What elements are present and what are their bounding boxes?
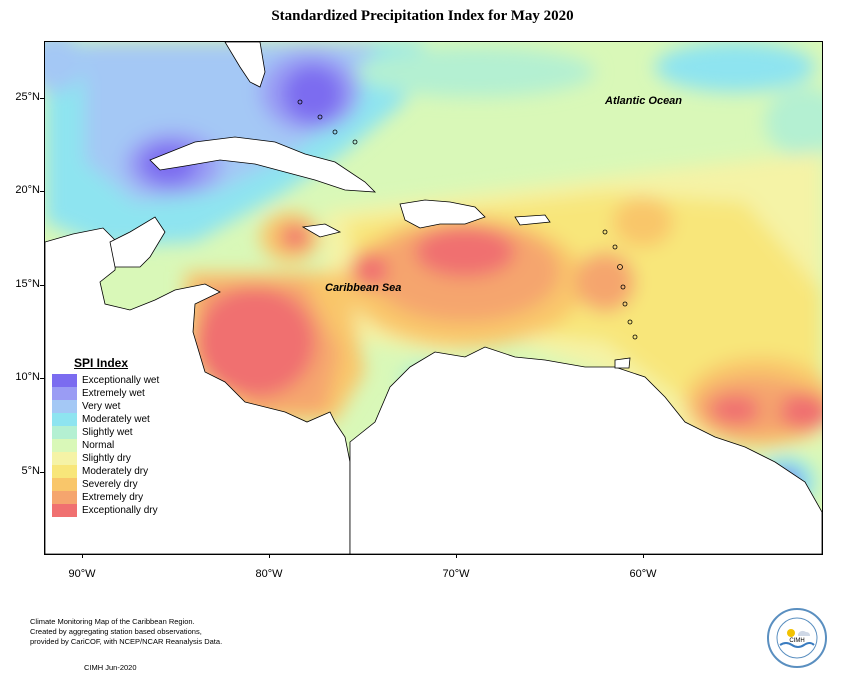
legend-item: Normal [52,439,182,452]
lat-tick-mark [40,378,44,379]
legend-item: Moderately dry [52,465,182,478]
cimh-logo: CIMH [766,607,828,669]
legend-swatch [52,491,77,504]
legend-label: Exceptionally wet [82,375,160,386]
legend-label: Extremely dry [82,492,144,503]
legend-swatch [52,465,77,478]
legend-swatch [52,426,77,439]
lon-tick-70w: 70°W [442,568,470,580]
legend-label: Slightly dry [82,453,131,464]
land-masses [45,42,822,554]
footnote-line-2: Created by aggregating station based obs… [30,627,202,636]
legend-item: Very wet [52,400,182,413]
legend-swatch [52,452,77,465]
legend-swatch [52,387,77,400]
lon-tick-mark [456,554,457,558]
legend-item: Exceptionally dry [52,504,182,517]
spi-map: Atlantic Ocean Caribbean Sea [44,41,823,555]
legend-item: Slightly dry [52,452,182,465]
lat-tick-mark [40,472,44,473]
lat-tick-20n: 20°N [15,184,40,196]
legend-label: Moderately wet [82,414,150,425]
lon-tick-mark [643,554,644,558]
caribbean-sea-label: Caribbean Sea [325,282,401,294]
legend-item: Slightly wet [52,426,182,439]
lesser-antilles [297,99,638,340]
legend-swatch [52,504,77,517]
legend-label: Severely dry [82,479,138,490]
legend-item: Severely dry [52,478,182,491]
footnote-line-1: Climate Monitoring Map of the Caribbean … [30,617,195,626]
legend-item: Exceptionally wet [52,374,182,387]
lon-tick-mark [269,554,270,558]
lat-tick-10n: 10°N [15,371,40,383]
legend-swatch [52,478,77,491]
lat-tick-15n: 15°N [15,278,40,290]
lon-tick-60w: 60°W [629,568,657,580]
legend-label: Moderately dry [82,466,149,477]
legend-swatch [52,400,77,413]
legend-item: Moderately wet [52,413,182,426]
map-title: Standardized Precipitation Index for May… [271,8,574,24]
lat-tick-5n: 5°N [21,465,40,477]
footnote-line-3: provided by CariCOF, with NCEP/NCAR Rean… [30,637,223,646]
legend-swatch [52,413,77,426]
legend-title: SPI Index [74,356,129,370]
spi-field [45,42,822,554]
lon-tick-80w: 80°W [255,568,283,580]
lon-tick-90w: 90°W [68,568,96,580]
atlantic-ocean-label: Atlantic Ocean [604,95,682,107]
lat-tick-mark [40,285,44,286]
lon-tick-mark [82,554,83,558]
legend-label: Extremely wet [82,388,145,399]
legend-item: Extremely wet [52,387,182,400]
legend-label: Normal [82,440,115,451]
legend-label: Exceptionally dry [82,505,158,516]
legend-swatch [52,439,77,452]
legend-label: Very wet [82,401,121,412]
lat-tick-mark [40,98,44,99]
lat-tick-mark [40,191,44,192]
map-footnote: Climate Monitoring Map of the Caribbean … [30,617,222,647]
spi-map-canvas: Atlantic Ocean Caribbean Sea [45,42,822,554]
spi-legend: SPI Index Exceptionally wet Extremely wet… [52,356,182,517]
logo-text: CIMH [789,638,804,644]
legend-label: Slightly wet [82,427,133,438]
map-credit: CIMH Jun-2020 [84,663,137,672]
legend-swatch [52,374,77,387]
legend-item: Extremely dry [52,491,182,504]
lat-tick-25n: 25°N [15,91,40,103]
